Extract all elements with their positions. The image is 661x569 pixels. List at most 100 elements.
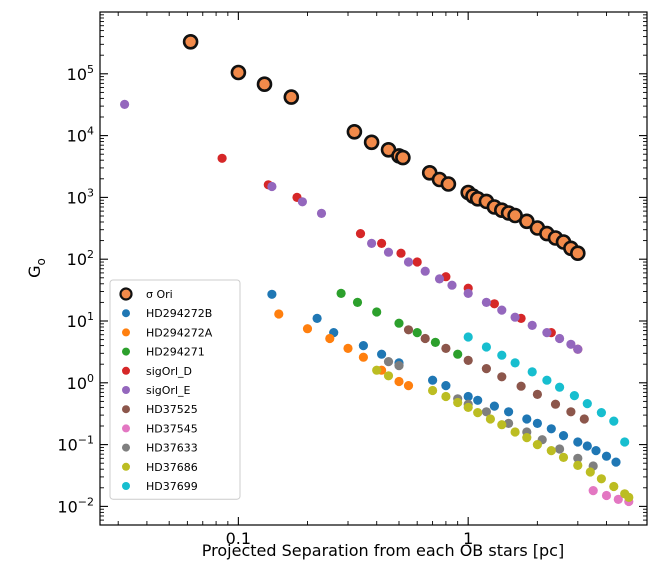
legend-entry-label: HD294271 (146, 346, 205, 359)
series-8-point (383, 357, 394, 367)
legend-entry-label: sigOrl_E (146, 384, 191, 397)
series-3-point (372, 307, 382, 317)
legend-marker (122, 424, 130, 433)
series-9-point (546, 446, 556, 456)
x-axis-label: Projected Separation from each OB stars … (202, 541, 564, 560)
series-1-point (546, 424, 556, 434)
series-5-point (267, 181, 277, 192)
legend-marker (122, 328, 130, 337)
series-0-point (569, 245, 586, 261)
series-10-point (555, 382, 565, 392)
series-5-point (566, 339, 576, 349)
series-0-point (230, 64, 247, 81)
legend-marker (122, 309, 130, 318)
series-4-point (217, 153, 227, 163)
series-9-point (596, 474, 607, 484)
series-0-point (182, 33, 199, 50)
series-9-point (497, 420, 507, 430)
series-6-point (403, 325, 414, 335)
legend-entry-label: HD37699 (146, 480, 198, 493)
legend-marker (122, 405, 130, 414)
series-5-point (383, 247, 394, 257)
series-9-point (558, 452, 569, 462)
legend-entry-label: HD294272A (146, 326, 213, 339)
series-2-point (394, 376, 404, 387)
series-9-point (532, 440, 543, 450)
series-1-point (267, 289, 277, 299)
series-9-point (473, 408, 483, 418)
series-8-point (504, 418, 514, 428)
series-6-point (550, 399, 561, 409)
series-5-point (481, 297, 491, 307)
series-5-point (297, 197, 307, 207)
series-9-point (485, 414, 495, 424)
series-3-point (412, 328, 422, 338)
series-1-point (532, 418, 543, 428)
series-4-point (396, 248, 406, 258)
series-7-point (601, 490, 612, 501)
series-10-point (596, 408, 607, 418)
legend-marker (119, 287, 133, 301)
series-9-point (453, 397, 463, 408)
series-6-point (566, 407, 576, 417)
series-5-point (120, 99, 130, 109)
series-1-point (312, 313, 322, 323)
series-5-point (542, 328, 552, 338)
series-0-point (363, 134, 380, 151)
series-10-point (497, 350, 507, 360)
series-6-point (532, 389, 543, 399)
legend-entry-label: σ Ori (146, 288, 173, 301)
series-9-point (372, 365, 382, 375)
series-9-point (428, 385, 438, 396)
series-10-point (620, 437, 630, 447)
series-8-point (394, 361, 404, 371)
series-1-point (358, 341, 368, 351)
series-5-point (573, 344, 583, 354)
series-8-point (573, 453, 583, 463)
series-1-point (522, 414, 532, 424)
series-10-point (542, 375, 552, 385)
series-10-point (569, 391, 580, 401)
legend-marker (122, 386, 130, 394)
series-1-point (558, 431, 569, 441)
series-5-point (447, 280, 457, 290)
series-5-point (403, 257, 414, 267)
series-5-point (316, 208, 327, 218)
y-tick-label: 104 (67, 125, 94, 146)
series-3-point (336, 288, 346, 298)
series-9-point (441, 391, 451, 402)
axes: 0.1 1 10−2 10−1 100 101 102 103 104 105 (57, 11, 648, 548)
series-9-point (609, 481, 619, 492)
series-3-point (453, 349, 463, 359)
series-10-point (510, 358, 520, 368)
series-6-point (441, 343, 451, 353)
y-axis-label: Go (25, 258, 48, 278)
series-2-point (302, 324, 313, 334)
series-8-point (555, 444, 565, 454)
legend: σ Ori HD294272B HD294272A HD294271 sigOrl_Ds… (109, 279, 241, 500)
x-tick-label: 1 (463, 529, 473, 548)
y-tick-label: 10−2 (57, 495, 94, 516)
y-tick-label: 10−1 (57, 434, 94, 455)
series-10-point (582, 399, 592, 409)
series-5-point (420, 266, 430, 276)
series-10-point (481, 342, 491, 352)
y-tick-label: 102 (67, 248, 94, 269)
legend-marker (122, 443, 130, 452)
series-5-point (434, 274, 445, 284)
series-5-point (367, 238, 377, 248)
series-8-point (481, 407, 491, 417)
series-9-point (383, 371, 394, 381)
series-0-point (283, 89, 300, 105)
series-6-point (579, 414, 589, 424)
legend-entry-label: HD37633 (146, 442, 198, 455)
legend-marker (122, 347, 130, 356)
legend-entry-label: HD294272B (146, 307, 212, 320)
legend-entry-label: sigOrl_D (146, 365, 192, 378)
series-9-point (585, 467, 595, 477)
legend-marker (122, 462, 130, 471)
series-2-point (274, 309, 284, 319)
series-1-point (601, 451, 612, 461)
series-10-point (609, 416, 619, 426)
